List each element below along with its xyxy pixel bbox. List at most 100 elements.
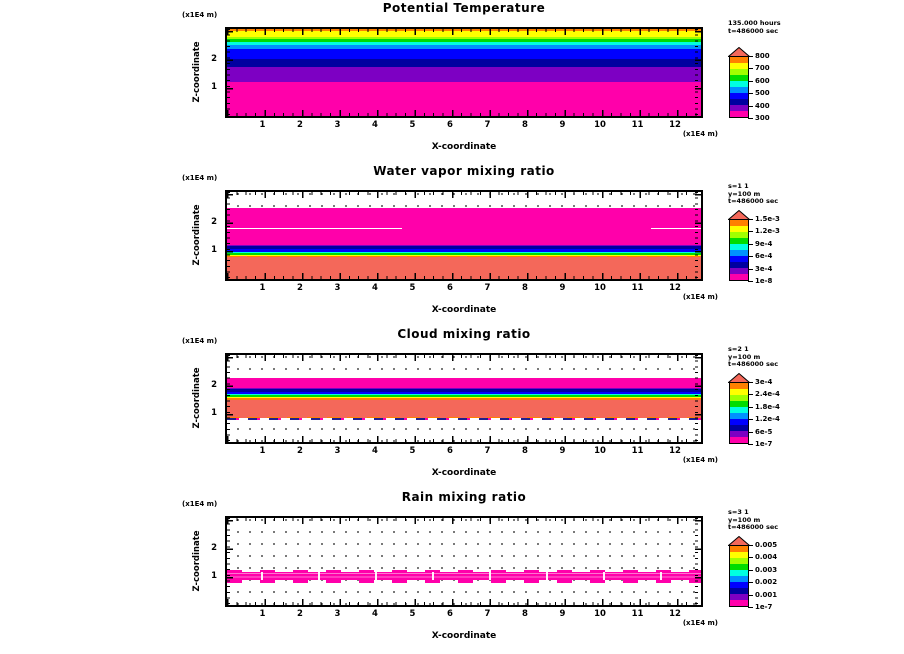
- z-axis-label: Z-coordinate: [192, 41, 202, 103]
- x-tick-label: 1: [259, 120, 266, 130]
- legend-line: s=3 1: [728, 508, 749, 516]
- contour-band: [227, 391, 701, 394]
- x-tick-label: 10: [594, 120, 606, 130]
- colorbar-band: [730, 57, 748, 63]
- x-tick-label: 9: [559, 446, 566, 456]
- x-tick-label: 7: [484, 120, 491, 130]
- contour-band: [227, 583, 701, 605]
- z-axis-unit-label: (x1E4 m): [182, 11, 218, 19]
- contour-line-segment: [651, 227, 701, 230]
- colorbar-tick-label: 800: [748, 52, 770, 60]
- z-tick-label-2: 2: [211, 543, 217, 553]
- x-tick-label: 12: [669, 609, 681, 619]
- x-axis-unit-label: (x1E4 m): [682, 619, 718, 627]
- colorbar-bands: [729, 545, 749, 607]
- colorbar-band: [730, 81, 748, 87]
- legend-line: 135.000 hours: [728, 19, 781, 27]
- colorbar-band: [730, 582, 748, 588]
- x-tick-label: 11: [631, 446, 644, 456]
- x-tick-label: 3: [334, 283, 341, 293]
- contour-band: [227, 388, 701, 390]
- colorbar-band: [730, 401, 748, 407]
- contour-fill-bands: [227, 192, 701, 279]
- legend-line: t=486000 sec: [728, 26, 779, 35]
- panel-water-vapor-mixing-ratio: Water vapor mixing ratio (x1E4 m) Z-coor…: [0, 163, 904, 326]
- z-tick-label-2: 2: [211, 217, 217, 227]
- panel-title: Rain mixing ratio: [401, 490, 527, 504]
- colorbar-band: [730, 552, 748, 558]
- x-tick-label: 11: [631, 609, 644, 619]
- colorbar-tick-label: 700: [748, 64, 770, 73]
- colorbar-band: [730, 87, 748, 93]
- x-axis-unit-label: (x1E4 m): [682, 293, 718, 301]
- x-tick-label: 1: [259, 609, 266, 619]
- z-tick-label-1: 1: [211, 82, 217, 92]
- contour-fill-bands: [227, 518, 701, 605]
- colorbar-band: [730, 425, 748, 431]
- legend-line: y=100 m: [728, 189, 761, 198]
- x-tick-label: 10: [594, 446, 606, 456]
- colorbar-tick-label: 6e-4: [747, 252, 773, 261]
- colorbar-band: [730, 389, 748, 395]
- panel-rain-mixing-ratio: Rain mixing ratio (x1E4 m) Z-coordinate …: [0, 489, 904, 652]
- x-tick-label: 4: [372, 120, 378, 130]
- contour-band: [227, 400, 701, 417]
- legend-line: s=1 1: [728, 182, 749, 190]
- contour-band: [227, 395, 701, 397]
- colorbar-band: [730, 419, 748, 425]
- contour-band: [227, 416, 701, 419]
- x-tick-label: 8: [522, 609, 528, 619]
- contour-band: [227, 246, 701, 250]
- x-tick-label: 9: [559, 609, 566, 619]
- colorbar-band: [730, 256, 748, 262]
- colorbar-tick-label: 9e-4: [747, 239, 773, 248]
- contour-band: [227, 393, 701, 396]
- colorbar-band: [730, 63, 748, 69]
- colorbar-tick-label: 3e-4: [747, 378, 773, 386]
- colorbar-tick-label: 500: [748, 89, 770, 98]
- z-axis-label: Z-coordinate: [192, 530, 202, 592]
- contour-band: [227, 389, 701, 392]
- plot-area: [225, 190, 703, 281]
- colorbar-tick-label: 0.005: [747, 541, 778, 549]
- colorbar-tick-label: 1.2e-3: [748, 227, 780, 236]
- x-tick-label: 12: [669, 446, 681, 456]
- x-tick-label: 5: [409, 446, 416, 456]
- colorbar-band: [730, 220, 748, 226]
- x-tick-label: 8: [522, 283, 528, 293]
- z-axis-label: Z-coordinate: [192, 204, 202, 266]
- x-tick-label: 6: [447, 283, 453, 293]
- x-tick-label: 8: [522, 446, 528, 456]
- z-tick-label-1: 1: [211, 571, 217, 581]
- colorbar: s=1 1 y=100 m t=486000 sec 1.5e-3 1.2e-3 9e-…: [727, 182, 812, 293]
- panel-potential-temperature: Potential Temperature (x1E4 m) Z-coordin…: [0, 0, 904, 163]
- colorbar-bands: [729, 219, 749, 281]
- z-tick-label-2: 2: [211, 54, 217, 64]
- colorbar-legend-text: s=1 1 y=100 m t=486000 sec: [728, 182, 778, 206]
- colorbar-legend-text: s=2 1 y=100 m t=486000 sec: [728, 345, 778, 369]
- colorbar-band: [730, 564, 748, 570]
- x-axis-label: X-coordinate: [431, 142, 497, 152]
- x-tick-label: 12: [669, 283, 681, 293]
- x-axis-unit-label: (x1E4 m): [682, 456, 718, 464]
- colorbar-tick-label: 6e-5: [747, 427, 773, 436]
- x-tick-label: 3: [334, 120, 341, 130]
- colorbar-band: [730, 600, 748, 606]
- x-tick-label: 5: [409, 283, 416, 293]
- colorbar-tick-label: 1.8e-4: [748, 402, 780, 411]
- colorbar-band: [730, 274, 748, 280]
- colorbar-tick-label: 0.001: [747, 590, 778, 599]
- contour-band: [227, 255, 701, 258]
- colorbar-band: [730, 570, 748, 576]
- x-axis-label: X-coordinate: [431, 468, 497, 478]
- colorbar-band: [730, 268, 748, 274]
- x-tick-label: 1: [259, 283, 266, 293]
- colorbar-band: [730, 262, 748, 268]
- colorbar-band: [730, 111, 748, 117]
- contour-band: [227, 355, 701, 378]
- colorbar-tick-label: 400: [748, 101, 770, 110]
- colorbar-tick-label: 1e-7: [747, 440, 773, 448]
- x-tick-label: 4: [372, 283, 378, 293]
- contour-band: [227, 58, 701, 68]
